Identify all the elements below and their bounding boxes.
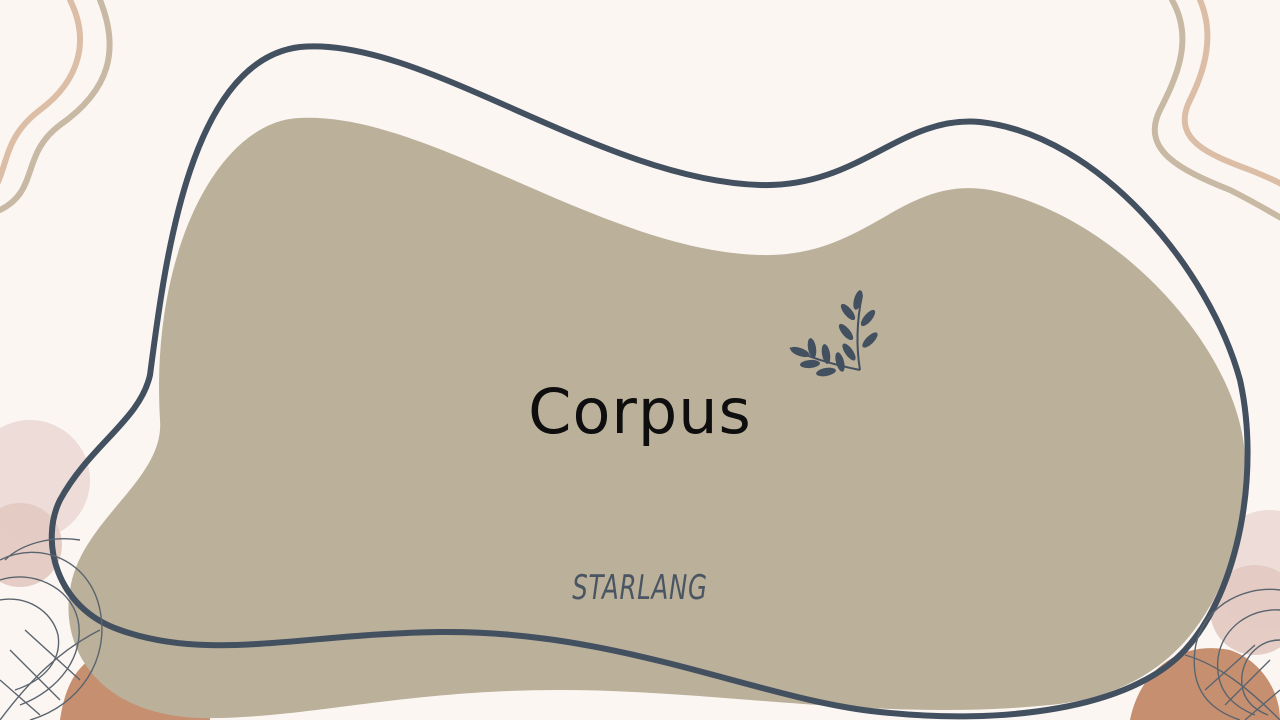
- wavy-line-top-left-2: [0, 0, 113, 213]
- monstera-leaf-icon-right: [1184, 588, 1280, 720]
- wavy-line-top-left-1: [0, 0, 83, 185]
- wavy-line-top-right-1: [1151, 0, 1280, 221]
- slide-title: Corpus: [528, 375, 752, 448]
- wavy-line-top-right-2: [1181, 0, 1280, 187]
- outline-blob: [48, 43, 1251, 720]
- corner-circle-right-small: [1210, 565, 1280, 655]
- slide-subtitle: STARLANG: [572, 568, 708, 608]
- beige-blob: [68, 117, 1246, 719]
- leaf-sprig-icon: [789, 290, 878, 377]
- monstera-leaf-icon: [0, 538, 103, 720]
